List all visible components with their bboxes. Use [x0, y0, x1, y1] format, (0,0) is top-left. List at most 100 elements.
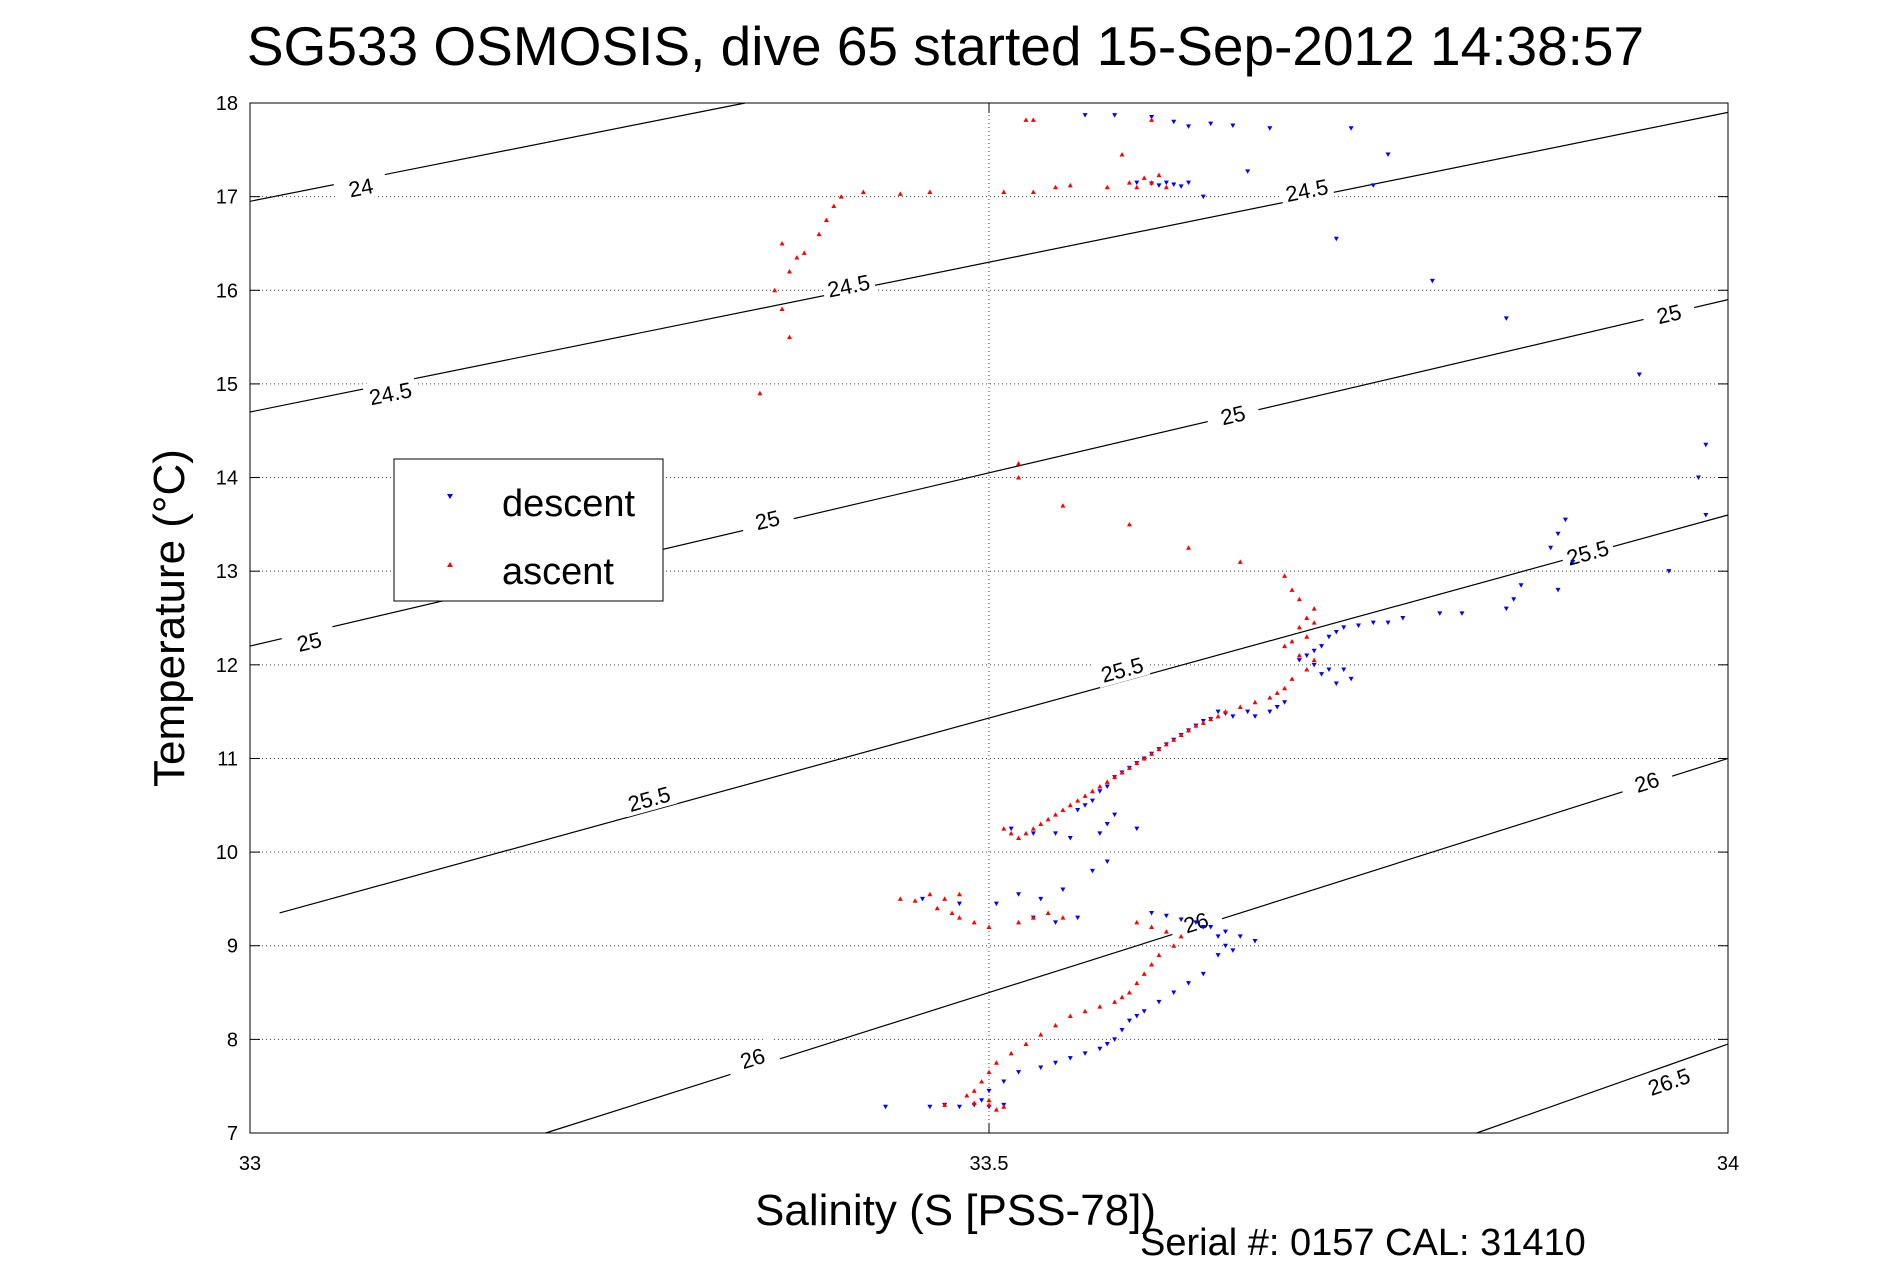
- descent-point: [1104, 859, 1110, 864]
- ascent-point: [1296, 624, 1302, 630]
- y-tick-label: 11: [217, 748, 238, 770]
- ascent-point: [927, 891, 933, 897]
- ascent-point: [794, 255, 800, 260]
- ascent-point: [1001, 189, 1007, 194]
- contour-label-bg: [332, 168, 389, 205]
- ascent-point: [1311, 620, 1317, 625]
- contour-label-bg: [1640, 294, 1697, 332]
- descent-point: [1178, 184, 1184, 189]
- contour-label: 24.5: [820, 266, 877, 303]
- ascent-point: [1067, 182, 1073, 188]
- ascent-point: [1282, 643, 1288, 649]
- descent-point: [1053, 831, 1059, 836]
- descent-point: [1104, 1042, 1110, 1047]
- descent-point: [1385, 152, 1391, 157]
- ascent-point: [1156, 746, 1162, 752]
- ascent-point: [1208, 716, 1214, 722]
- descent-point: [1274, 704, 1280, 710]
- ascent-point: [1200, 720, 1206, 725]
- contour-label-bg: [820, 266, 877, 303]
- descent-point: [919, 896, 925, 902]
- ascent-point: [1097, 1004, 1103, 1009]
- y-tick-label: 16: [216, 280, 238, 302]
- contour-label-bg: [1617, 760, 1676, 802]
- descent-point: [1230, 948, 1236, 953]
- descent-point: [1016, 892, 1022, 897]
- ascent-point: [1149, 924, 1155, 929]
- descent-point: [1104, 784, 1110, 790]
- ascent-point: [1141, 971, 1147, 976]
- ascent-point: [1053, 812, 1059, 817]
- descent-point: [1555, 587, 1561, 593]
- descent-point: [1134, 180, 1140, 186]
- ascent-point: [1045, 910, 1051, 915]
- y-tick-label: 10: [216, 842, 238, 864]
- descent-point: [1149, 115, 1155, 120]
- descent-point: [883, 1104, 889, 1110]
- descent-point: [1503, 606, 1509, 612]
- descent-point: [1326, 667, 1332, 672]
- ascent-point: [1119, 770, 1125, 775]
- contour-label-bg: [738, 500, 796, 538]
- descent-point: [1097, 831, 1103, 836]
- ascent-point: [1045, 816, 1051, 822]
- ascent-point: [1097, 784, 1103, 789]
- ascent-point: [949, 910, 955, 915]
- y-tick-label: 13: [216, 561, 238, 583]
- y-tick-label: 18: [216, 93, 238, 115]
- descent-point: [1385, 620, 1391, 626]
- descent-point: [1562, 517, 1568, 523]
- legend-descent-label: descent: [502, 483, 636, 525]
- ascent-point: [1001, 1104, 1007, 1109]
- ascent-point: [1023, 830, 1029, 836]
- descent-point: [1333, 681, 1339, 687]
- descent-point: [1703, 513, 1709, 518]
- descent-point: [1082, 803, 1088, 808]
- ascent-point: [1186, 545, 1192, 550]
- descent-point: [1141, 1009, 1147, 1014]
- descent-point: [1570, 559, 1576, 565]
- ascent-point: [1016, 919, 1022, 925]
- descent-point: [1400, 616, 1406, 621]
- contour-label: 24: [332, 168, 389, 205]
- ascent-point: [1304, 667, 1310, 672]
- ascent-point: [1104, 779, 1110, 784]
- descent-point: [1134, 1013, 1140, 1019]
- ascent-point: [831, 203, 837, 208]
- ascent-point: [1237, 559, 1243, 564]
- ascent-point: [1082, 1008, 1088, 1014]
- ascent-point: [1030, 826, 1036, 831]
- ascent-point: [1171, 943, 1177, 948]
- descent-point: [1112, 113, 1118, 118]
- ascent-point: [971, 1088, 977, 1093]
- ascent-point: [1119, 152, 1125, 157]
- ascent-point: [1274, 690, 1280, 695]
- y-tick-label: 17: [216, 187, 238, 209]
- chart-title: SG533 OSMOSIS, dive 65 started 15-Sep-20…: [246, 15, 1645, 77]
- descent-point: [1252, 939, 1258, 944]
- descent-point: [1156, 999, 1162, 1005]
- ascent-point: [1186, 727, 1192, 733]
- descent-point: [1067, 836, 1073, 841]
- y-tick-label: 12: [216, 655, 238, 677]
- ascent-point: [1163, 741, 1169, 747]
- ascent-point: [1149, 180, 1155, 185]
- density-contour-line: [249, 111, 1729, 413]
- descent-point: [1222, 929, 1228, 935]
- ascent-point: [1282, 685, 1288, 691]
- descent-point: [1341, 625, 1347, 630]
- density-contour-line: [249, 102, 746, 202]
- density-contours: 2424.524.524.52525252525.525.525.5262626…: [249, 102, 1729, 1134]
- legend-descent-marker: [447, 494, 453, 499]
- descent-point: [1215, 953, 1221, 958]
- descent-point: [1304, 653, 1310, 658]
- descent-point: [1060, 887, 1066, 893]
- ascent-point: [1008, 1050, 1014, 1056]
- descent-point: [1126, 1018, 1132, 1024]
- y-tick-label: 15: [216, 374, 238, 396]
- ascent-point: [1016, 835, 1022, 841]
- ascent-point: [1134, 760, 1140, 766]
- ascent-point: [757, 390, 763, 396]
- descent-point: [1245, 709, 1251, 715]
